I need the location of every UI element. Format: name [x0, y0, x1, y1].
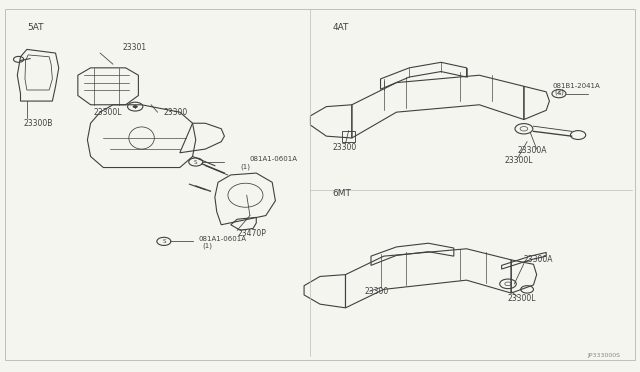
Text: JP333000S: JP333000S — [588, 353, 621, 358]
Text: 23300L: 23300L — [508, 294, 536, 303]
Text: S: S — [557, 91, 561, 96]
Circle shape — [132, 105, 138, 108]
Text: S: S — [162, 239, 166, 244]
Text: 081A1-0601A: 081A1-0601A — [250, 156, 298, 163]
Text: 23300B: 23300B — [24, 119, 53, 128]
Text: 23300L: 23300L — [505, 156, 533, 166]
Text: 23300: 23300 — [164, 108, 188, 117]
Text: (2): (2) — [554, 89, 564, 95]
Text: 5AT: 5AT — [27, 23, 44, 32]
Text: 23300A: 23300A — [518, 147, 547, 155]
Text: 23300A: 23300A — [524, 255, 554, 264]
Text: 6MT: 6MT — [333, 189, 351, 198]
Text: 081A1-0601A: 081A1-0601A — [199, 236, 247, 242]
Text: 23300L: 23300L — [94, 108, 122, 117]
Text: 4AT: 4AT — [333, 23, 349, 32]
Text: 23470P: 23470P — [237, 230, 266, 238]
Text: 23300: 23300 — [333, 143, 357, 152]
Text: S: S — [194, 160, 198, 164]
Text: 23300: 23300 — [365, 287, 389, 296]
Text: (1): (1) — [241, 163, 250, 170]
Text: 23301: 23301 — [122, 43, 147, 52]
Text: (1): (1) — [202, 243, 212, 249]
Text: 081B1-2041A: 081B1-2041A — [552, 83, 600, 89]
